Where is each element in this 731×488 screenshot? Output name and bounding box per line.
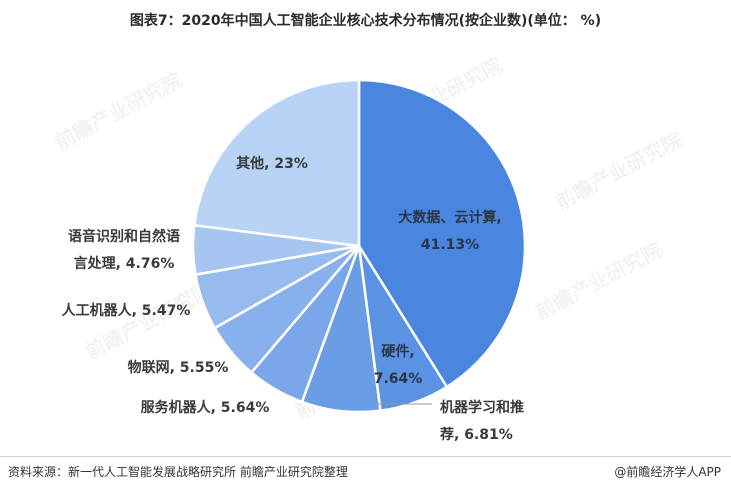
pie-slices — [191, 78, 527, 414]
slice-label-5: 人工机器人, 5.47% — [62, 302, 191, 319]
pie-slice-7 — [192, 78, 361, 248]
pie-chart: 前瞻产业研究院前瞻产业研究院前瞻产业研究院前瞻产业研究院前瞻产业研究院前瞻产业研… — [51, 52, 686, 443]
watermark-0: 前瞻产业研究院 — [51, 67, 186, 154]
brand-mark: @前瞻经济学人APP — [614, 465, 721, 479]
watermark-4: 前瞻产业研究院 — [81, 277, 216, 364]
slice-label-6: 语音识别和自然语言处理, 4.76% — [68, 228, 180, 272]
slice-label-0: 大数据、云计算, 41.13% — [398, 209, 501, 253]
slice-label-3: 服务机器人, 5.64% — [141, 399, 270, 416]
slice-label-4: 物联网, 5.55% — [128, 359, 229, 376]
footer: 资料来源：新一代人工智能发展战略研究所 前瞻产业研究院整理 @前瞻经济学人APP — [0, 456, 731, 488]
source-note: 资料来源：新一代人工智能发展战略研究所 前瞻产业研究院整理 — [8, 465, 348, 479]
slice-label-1: 机器学习和推荐, 6.81% — [440, 399, 524, 443]
watermark-3: 前瞻产业研究院 — [531, 237, 666, 324]
pie-slice-0 — [357, 78, 527, 389]
slice-label-2: 硬件, 7.64% — [374, 343, 423, 387]
slice-labels: 大数据、云计算, 41.13% 机器学习和推荐, 6.81% 硬件, 7.64% 服务机器… — [62, 155, 524, 443]
watermark-2: 前瞻产业研究院 — [551, 127, 686, 214]
chart-title: 图表7：2020年中国人工智能企业核心技术分布情况(按企业数)(单位： %) — [129, 13, 602, 29]
slice-label-7: 其他, 23% — [236, 155, 308, 172]
